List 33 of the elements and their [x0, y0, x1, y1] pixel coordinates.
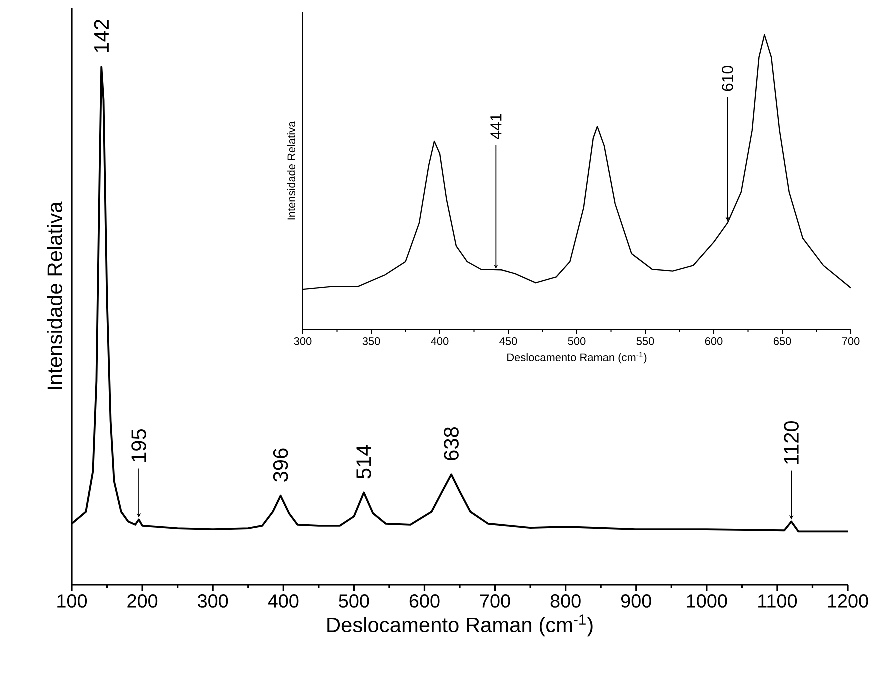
- x-tick-label: 1200: [828, 594, 868, 608]
- x-tick-label: 900: [621, 594, 652, 608]
- annotation: 514: [356, 445, 372, 479]
- y-axis-title: Intensidade Relativa: [47, 202, 62, 390]
- x-tick-label: 700: [842, 338, 860, 346]
- annotation: 396: [273, 448, 288, 482]
- x-tick-label: 1100: [758, 594, 798, 608]
- y-axis-title: Intensidade Relativa: [287, 121, 296, 220]
- x-tick-label: 550: [636, 338, 654, 346]
- x-tick-label: 600: [410, 594, 440, 608]
- annotation: 195: [132, 430, 146, 462]
- x-tick-label: 500: [339, 594, 370, 608]
- annotation: 142: [94, 20, 109, 52]
- x-axis-title: Deslocamento Raman (cm$^{-1}$): [508, 352, 647, 364]
- x-tick-label: 200: [128, 594, 158, 608]
- annotation: 638: [444, 427, 459, 460]
- x-tick-label: 400: [431, 338, 449, 346]
- x-tick-label: 300: [294, 338, 312, 346]
- annotation: 441: [490, 114, 502, 140]
- x-tick-label: 1000: [687, 594, 728, 608]
- x-tick-label: 400: [268, 594, 299, 608]
- x-tick-label: 700: [480, 594, 510, 608]
- x-tick-label: 300: [198, 594, 228, 608]
- x-tick-label: 100: [58, 594, 88, 608]
- x-tick-label: 600: [705, 338, 723, 346]
- x-tick-label: 800: [550, 594, 581, 608]
- x-tick-label: 450: [500, 338, 518, 346]
- x-axis-title: Deslocamento Raman (cm$^{-1}$): [328, 614, 593, 637]
- x-tick-label: 350: [362, 338, 380, 346]
- annotation: 1120: [784, 421, 799, 464]
- x-tick-label: 650: [774, 338, 792, 346]
- annotation: 610: [722, 66, 734, 92]
- x-tick-label: 500: [568, 338, 586, 346]
